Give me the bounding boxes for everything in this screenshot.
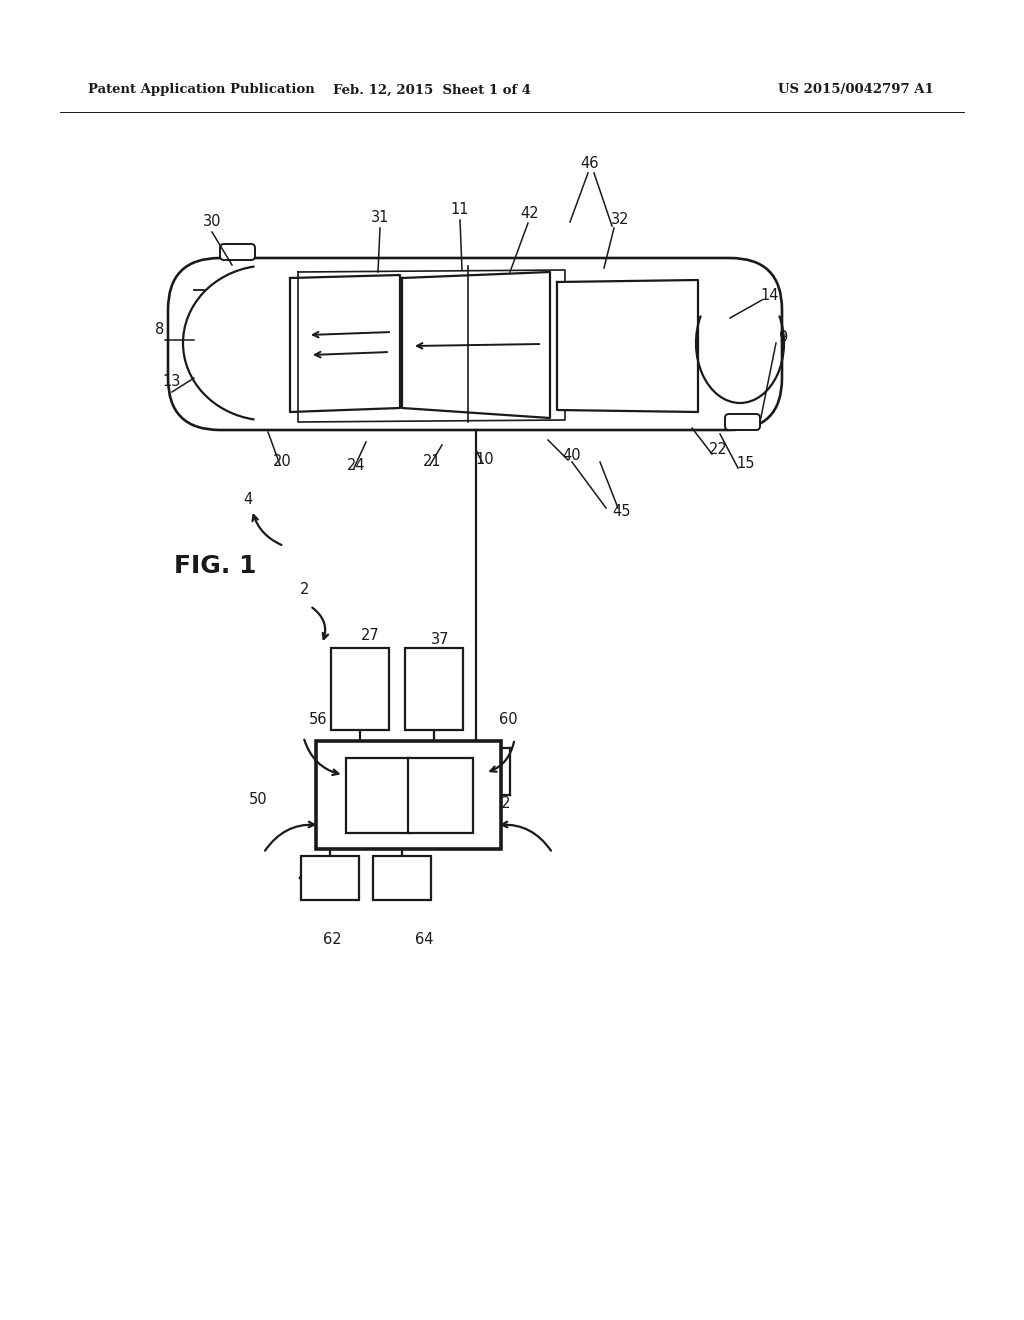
Text: 22: 22 [709, 442, 727, 458]
Text: 14: 14 [761, 289, 779, 304]
Text: 11: 11 [451, 202, 469, 218]
Bar [331, 648, 389, 730]
Polygon shape [557, 280, 698, 412]
Text: 2: 2 [300, 582, 309, 598]
FancyBboxPatch shape [168, 257, 782, 430]
Text: 8: 8 [156, 322, 165, 338]
Bar [345, 758, 411, 833]
Text: 42: 42 [520, 206, 540, 222]
Text: Feb. 12, 2015  Sheet 1 of 4: Feb. 12, 2015 Sheet 1 of 4 [333, 83, 531, 96]
Text: 31: 31 [371, 210, 389, 226]
Text: 27: 27 [360, 628, 379, 644]
Bar [406, 648, 463, 730]
Text: Patent Application Publication: Patent Application Publication [88, 83, 314, 96]
Text: 60: 60 [499, 713, 517, 727]
Text: 50: 50 [249, 792, 267, 808]
FancyBboxPatch shape [725, 414, 760, 430]
Text: 20: 20 [272, 454, 292, 470]
Text: 42: 42 [377, 869, 395, 883]
Text: 45: 45 [612, 504, 631, 520]
Text: FIG. 1: FIG. 1 [174, 554, 256, 578]
Text: 21: 21 [423, 454, 441, 470]
Text: 10: 10 [476, 453, 495, 467]
Polygon shape [402, 272, 550, 418]
Text: 15: 15 [736, 457, 756, 471]
Text: 40: 40 [298, 870, 316, 886]
Text: US 2015/0042797 A1: US 2015/0042797 A1 [778, 83, 934, 96]
Text: 30: 30 [203, 214, 221, 230]
Text: 62: 62 [323, 932, 341, 948]
Text: 52: 52 [493, 796, 511, 812]
Polygon shape [290, 275, 400, 412]
Bar [373, 855, 431, 900]
Text: 46: 46 [581, 157, 599, 172]
Bar [301, 855, 359, 900]
Text: 13: 13 [163, 375, 181, 389]
Polygon shape [298, 271, 565, 422]
Bar [408, 758, 472, 833]
Text: 37: 37 [431, 632, 450, 648]
Text: 4: 4 [244, 492, 253, 507]
Bar [315, 741, 501, 849]
Text: 40: 40 [562, 447, 582, 462]
FancyBboxPatch shape [220, 244, 255, 260]
Text: 56: 56 [309, 713, 328, 727]
Text: 9: 9 [778, 330, 787, 346]
Text: 32: 32 [610, 213, 630, 227]
Text: 24: 24 [347, 458, 366, 473]
Text: 64: 64 [415, 932, 433, 948]
